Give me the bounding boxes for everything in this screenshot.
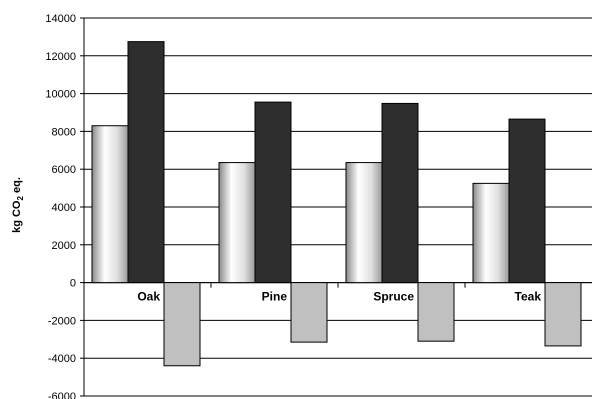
bar-series-3: [163, 282, 201, 367]
y-tick-label: 8000: [52, 126, 76, 138]
y-tick-label: 14000: [45, 13, 76, 25]
y-tick-label: 12000: [45, 51, 76, 63]
bar-series-2: [508, 118, 546, 284]
bar-series-1: [91, 125, 129, 284]
category-label: Oak: [137, 290, 160, 304]
y-tick-label: -6000: [48, 391, 76, 399]
labels: 14000 12000 10000 8000 6000 4000 2000 0 -2000 -40…: [45, 13, 541, 399]
y-tick-label: 2000: [52, 240, 76, 252]
bar-series-2: [381, 102, 419, 284]
bar-series-1: [345, 162, 383, 284]
y-tick-label: 0: [70, 278, 76, 290]
bar-series-3: [544, 282, 582, 347]
y-tick-label: 10000: [45, 89, 76, 101]
y-axis-label-main: kg CO: [11, 200, 23, 233]
bar-series-2: [254, 101, 292, 284]
y-axis-label: kg CO2 eq.: [11, 177, 25, 233]
y-tick-label: -4000: [48, 353, 76, 365]
category-label: Pine: [262, 290, 288, 304]
y-axis-label-tail: eq.: [11, 177, 23, 196]
bar-series-3: [417, 282, 455, 342]
y-tick-label: 6000: [52, 164, 76, 176]
category-label: Teak: [515, 290, 542, 304]
bar-series-1: [218, 162, 256, 284]
bars: [91, 41, 582, 367]
bar-series-3: [290, 282, 328, 343]
category-label: Spruce: [373, 290, 414, 304]
y-axis-label-subscript: 2: [16, 196, 25, 201]
y-tick-label: -2000: [48, 315, 76, 327]
bar-series-1: [472, 182, 510, 284]
gridlines: [84, 17, 592, 397]
y-tick-label: 4000: [52, 202, 76, 214]
bar-series-2: [127, 41, 165, 284]
